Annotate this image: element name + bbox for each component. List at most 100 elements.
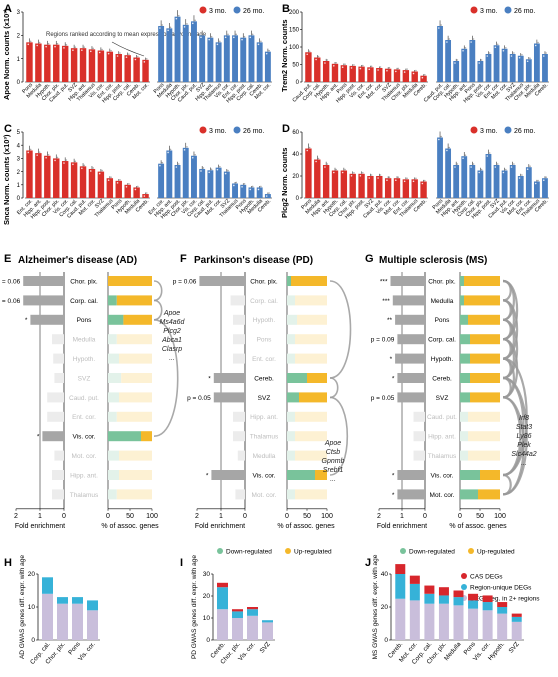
replicate-dot — [462, 49, 464, 52]
panel-e-title: Alzheimer's disease (AD) — [18, 255, 137, 266]
replicate-dot — [395, 179, 397, 181]
replicate-dot — [251, 33, 254, 36]
significance-label: p = 0.06 — [0, 278, 21, 285]
fold-bar — [52, 470, 64, 480]
panel-g-title: Multiple sclerosis (MS) — [379, 255, 487, 266]
replicate-dot — [412, 72, 415, 75]
bar-c-young — [53, 158, 60, 198]
replicate-dot — [359, 67, 362, 70]
up-regulated-segment — [119, 450, 152, 461]
region-label: Pons — [435, 317, 451, 324]
replicate-dot — [186, 23, 188, 25]
replicate-dot — [119, 179, 121, 181]
panel-letter-e: E — [4, 253, 11, 265]
bar-c-young — [124, 184, 131, 198]
replicate-dot — [324, 166, 326, 168]
replicate-dot — [241, 186, 243, 188]
age-legend-c: 3 mo. 26 mo. — [199, 126, 264, 135]
gene-label: Abca1 — [161, 337, 182, 344]
up-regulated-segment — [116, 334, 152, 345]
down-regulated-segment — [460, 334, 470, 345]
pct-axis-label-f: % of assoc. genes — [277, 523, 335, 530]
legend-young-label: 3 mo. — [480, 8, 498, 15]
down-regulated-segment — [460, 470, 480, 480]
fold-bar — [230, 295, 245, 306]
replicate-dot — [233, 184, 235, 187]
y-tick-label: 20 — [28, 571, 36, 578]
bar-cas — [468, 593, 479, 601]
down-regulated-segment — [108, 470, 119, 480]
replicate-dot — [233, 36, 235, 39]
replicate-dot — [403, 180, 406, 183]
replicate-dot — [257, 43, 260, 46]
bar-a-young — [142, 59, 149, 82]
fold-tick-label: 2 — [14, 513, 18, 520]
fold-bar — [413, 411, 425, 422]
replicate-dot — [370, 174, 373, 176]
bar-b-young — [402, 70, 410, 82]
bar-d-young — [367, 176, 374, 198]
replicate-dot — [74, 46, 77, 48]
replicate-dot — [72, 49, 74, 51]
replicate-dot — [208, 171, 210, 174]
pct-tick-label: 100 — [321, 513, 333, 520]
bar-c-old — [191, 155, 197, 198]
bar-d-old — [501, 170, 508, 198]
significance-label: * — [25, 317, 28, 324]
replicate-dot — [183, 149, 186, 151]
down-regulated-segment — [460, 411, 468, 422]
replicate-dot — [183, 26, 186, 28]
bar-a-young — [44, 44, 51, 82]
up-regulated-segment — [119, 470, 152, 480]
fold-bar — [23, 295, 64, 306]
replicate-dot — [341, 171, 344, 174]
up-regulated-segment — [468, 314, 500, 325]
replicate-dot — [486, 55, 489, 57]
legend-old-label: 26 mo. — [243, 8, 264, 15]
significance-label: * — [37, 434, 40, 441]
replicate-dot — [128, 183, 130, 185]
region-label: SVZ — [436, 395, 449, 402]
age-legend-d: 3 mo. 26 mo. — [470, 126, 535, 135]
down-regulated-segment — [287, 334, 295, 345]
replicate-dot — [54, 45, 56, 48]
replicate-dot — [438, 27, 440, 29]
replicate-dot — [326, 59, 329, 61]
region-label: Thalamus — [70, 492, 99, 499]
replicate-dot — [101, 48, 103, 51]
bar-region-unique — [57, 597, 68, 604]
replicate-dot — [529, 57, 531, 60]
replicate-dot — [210, 168, 213, 171]
replicate-dot — [56, 156, 59, 159]
replicate-dot — [110, 49, 112, 52]
fold-bar — [53, 353, 64, 364]
bar-cas — [247, 607, 258, 610]
legend-down-label: Down-regulated — [226, 549, 272, 556]
replicate-dot — [128, 53, 130, 55]
replicate-dot — [344, 168, 346, 171]
bar-b-young — [411, 71, 418, 82]
y-tick-label: 2 — [17, 170, 21, 176]
bar-d-young — [340, 170, 348, 198]
significance-label: * — [390, 356, 393, 363]
bar-b-old — [453, 61, 460, 82]
region-label: Cereb. — [432, 375, 452, 382]
bar-b-young — [314, 57, 321, 82]
bar-cas — [424, 585, 435, 594]
y-tick-label: 50 — [292, 63, 299, 69]
bar-b-old — [461, 48, 468, 82]
gene-label: Plek — [517, 442, 531, 449]
y-tick-label: 0 — [17, 196, 21, 202]
legend-down-label: Down-regulated — [409, 549, 455, 556]
bar-multi-region — [482, 610, 493, 640]
replicate-dot — [47, 153, 50, 156]
bar-multi-region — [511, 621, 522, 640]
bar-multi-region — [468, 608, 479, 640]
fold-bar — [413, 431, 425, 442]
significance-label: * — [392, 492, 395, 499]
replicate-dot — [74, 160, 77, 163]
replicate-dot — [324, 62, 326, 64]
bar-c-young — [106, 178, 114, 198]
replicate-dot — [27, 43, 30, 46]
down-regulated-segment — [460, 450, 468, 461]
